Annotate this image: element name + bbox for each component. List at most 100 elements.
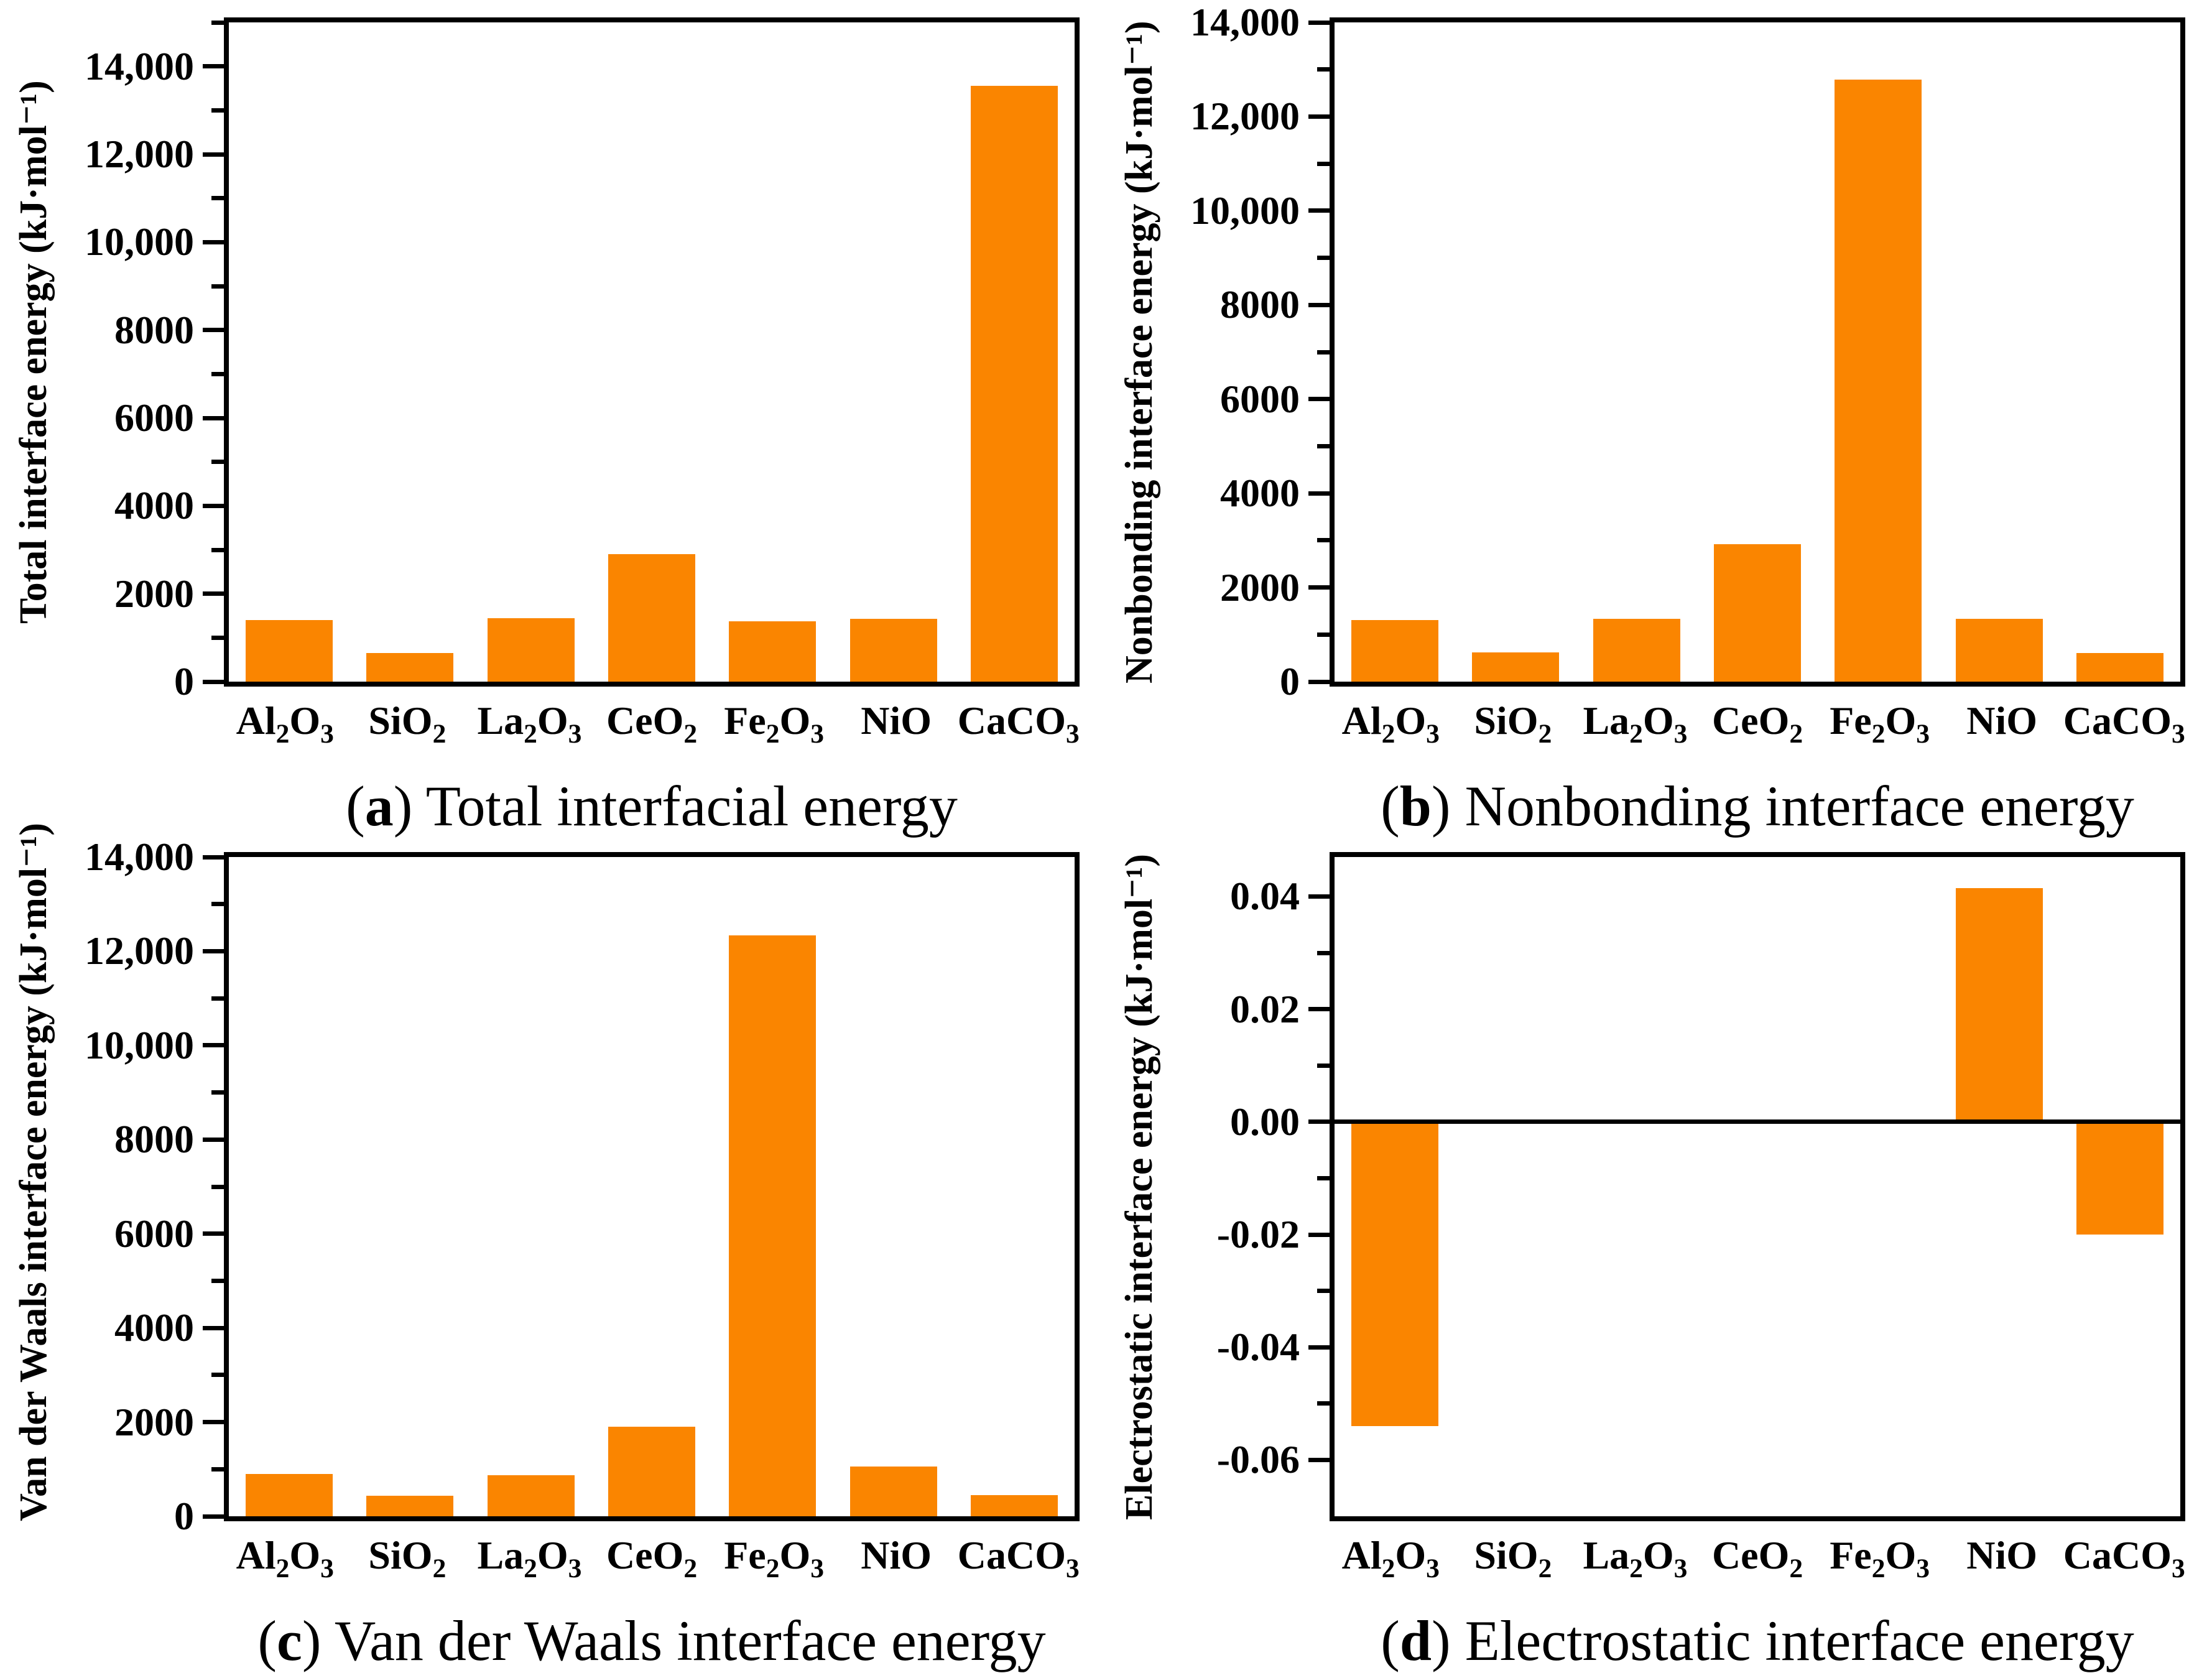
y-major-tick [203,503,224,508]
y-tick-label: 12,000 [85,132,194,176]
y-minor-tick [211,1090,224,1095]
y-minor-tick [211,1278,224,1283]
caption-letter: c [277,1609,302,1673]
y-major-tick [203,1514,224,1519]
y-minor-tick [211,284,224,289]
bar-CeO2 [608,1427,695,1516]
x-tick-label-NiO: NiO [861,1533,932,1577]
x-axis-labels: Al2O3 SiO2 La2O3 CeO2 Fe2O3 NiO CaCO3 [224,698,1080,749]
y-tick-label: 2000 [1220,565,1300,609]
plot-area: 0 2000 4000 6000 8000 10,000 12,000 14,000 [85,837,1080,1536]
y-tick-label: -0.04 [1216,1325,1300,1369]
bar-NiO [849,618,937,682]
x-tick-label-CeO2: CeO2 [606,698,698,749]
y-tick-label: 0.04 [1230,874,1300,919]
y-major-tick [203,64,224,69]
y-minor-tick [211,1373,224,1378]
x-tick-label-Al2O3: Al2O3 [236,1533,334,1583]
y-minor-tick [211,1184,224,1189]
bar-Fe2O3 [729,621,817,682]
y-tick-label: 14,000 [85,44,194,88]
y-major-tick [1308,1119,1330,1124]
bar-NiO [849,1466,937,1516]
chart-panel-b: Nonbonding interface energy (kJ·mol⁻¹) 0… [1106,0,2212,838]
plot-column: 0 2000 4000 6000 8000 10,000 12,000 14,000 Al2O… [1190,2,2195,838]
x-tick-label-CaCO3: CaCO3 [957,698,1080,749]
bar-Fe2O3 [729,935,817,1516]
x-tick-label-La2O3: La2O3 [1583,698,1688,749]
y-major-tick [1308,1345,1330,1350]
y-tick-label: 12,000 [1190,94,1300,139]
y-minor-tick [1317,443,1330,448]
bar-La2O3 [1593,618,1680,682]
chart-caption: (d) Electrostatic interface energy [1381,1609,2134,1673]
y-minor-tick [1317,632,1330,637]
y-tick-label: -0.02 [1216,1212,1300,1256]
y-minor-tick [1317,1063,1330,1068]
caption-text: Nonbonding interface energy [1465,774,2134,838]
y-tick-label: 0 [174,1494,194,1538]
y-tick-label: 2000 [114,1399,194,1444]
x-tick-label-Fe2O3: Fe2O3 [1830,1533,1930,1583]
caption-letter: a [364,774,394,838]
y-tick-label: 0.00 [1230,1099,1300,1144]
x-tick-label-La2O3: La2O3 [1583,1533,1688,1583]
x-axis-labels: Al2O3 SiO2 La2O3 CeO2 Fe2O3 NiO CaCO3 [1330,698,2185,749]
y-axis-title: Total interface energy (kJ·mol⁻¹) [12,80,55,624]
y-minor-tick [211,902,224,907]
bar-CaCO3 [970,86,1058,682]
y-minor-tick [1317,256,1330,261]
x-tick-label-SiO2: SiO2 [368,698,447,749]
y-tick-label: 12,000 [85,929,194,973]
y-tick-label: -0.06 [1216,1437,1300,1482]
y-minor-tick [1317,950,1330,955]
bar-CaCO3 [2076,1121,2163,1235]
x-tick-label-La2O3: La2O3 [477,698,582,749]
y-major-tick [1308,894,1330,899]
y-minor-tick [1317,538,1330,543]
y-major-tick [1308,585,1330,590]
bar-CeO2 [608,554,695,682]
plot-area: 0 2000 4000 6000 8000 10,000 12,000 14,000 [1190,2,2185,702]
bar-NiO [1955,619,2043,682]
y-tick-label: 10,000 [85,220,194,264]
bar-Al2O3 [1351,1121,1439,1427]
y-major-tick [1308,302,1330,307]
x-tick-label-Fe2O3: Fe2O3 [724,698,824,749]
y-minor-tick [211,196,224,201]
x-tick-label-Fe2O3: Fe2O3 [1830,698,1930,749]
y-major-tick [203,1043,224,1048]
x-tick-label-Fe2O3: Fe2O3 [724,1533,824,1583]
y-major-tick [1308,208,1330,213]
y-tick-label: 8000 [114,1117,194,1162]
y-major-tick [203,1420,224,1425]
bar-NiO [1955,887,2043,1122]
bar-Al2O3 [246,1473,333,1516]
x-tick-label-CeO2: CeO2 [1711,1533,1803,1583]
x-tick-label-CeO2: CeO2 [1711,698,1803,749]
x-tick-label-SiO2: SiO2 [1474,698,1552,749]
x-tick-label-Al2O3: Al2O3 [1341,1533,1440,1583]
y-major-tick [1308,491,1330,496]
y-minor-tick [211,996,224,1001]
x-tick-label-CeO2: CeO2 [606,1533,698,1583]
y-major-tick [203,948,224,953]
chart-caption: (b) Nonbonding interface energy [1381,774,2134,838]
caption-letter: d [1399,1609,1432,1673]
y-minor-tick [211,20,224,25]
plot-area: 0 2000 4000 6000 8000 10,000 12,000 14,000 [85,17,1080,702]
y-major-tick [203,1231,224,1236]
y-major-tick [1308,1457,1330,1462]
y-axis-title: Nonbonding interface energy (kJ·mol⁻¹) [1118,21,1160,684]
y-minor-tick [211,108,224,113]
y-major-tick [1308,20,1330,25]
plot-column: 0.04 0.02 0.00 -0.02 -0.04 -0.06 Al2O3 SiO2 La2… [1217,852,2195,1673]
chart-caption: (c) Van der Waals interface energy [257,1609,1046,1673]
y-minor-tick [211,635,224,640]
y-major-tick [1308,114,1330,119]
chart-caption: (a) Total interfacial energy [346,774,958,838]
zero-axis-line [1335,1119,2180,1124]
x-tick-label-La2O3: La2O3 [477,1533,582,1583]
bar-La2O3 [487,1475,575,1516]
y-minor-tick [1317,1289,1330,1294]
